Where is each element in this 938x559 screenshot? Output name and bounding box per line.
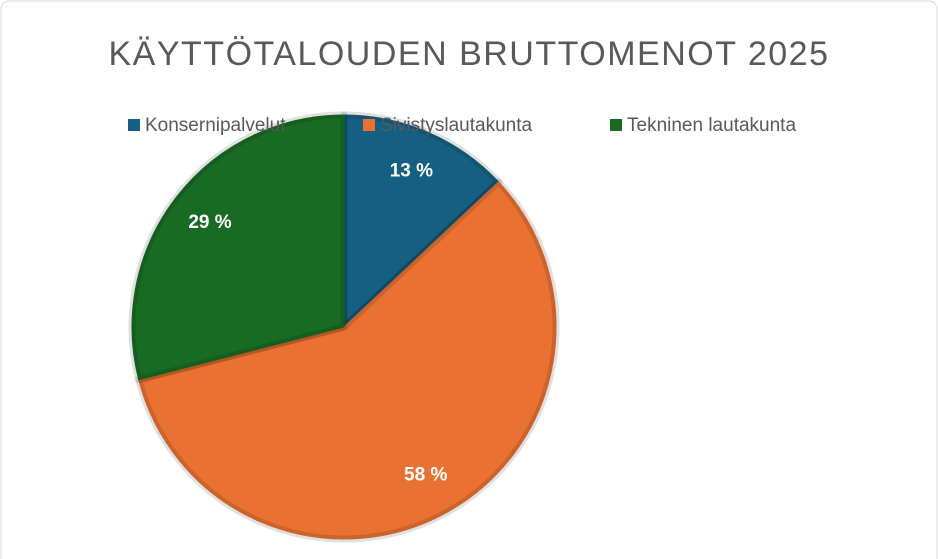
pie-slice	[138, 181, 557, 540]
data-label: 58 %	[404, 465, 447, 486]
legend-swatch	[610, 119, 622, 131]
legend-swatch	[363, 119, 375, 131]
pie-slice-edge	[340, 111, 503, 331]
chart-title: KÄYTTÖTALOUDEN BRUTTOMENOT 2025	[109, 35, 830, 73]
pie-slice	[343, 114, 500, 329]
legend-label: Konsernipalvelut	[145, 115, 286, 136]
data-label: 29 %	[188, 212, 231, 233]
pie-slice-edge	[135, 178, 560, 543]
legend-label: Tekninen lautakunta	[627, 115, 796, 136]
data-label: 13 %	[390, 160, 433, 181]
pie-slice-edge	[128, 111, 348, 384]
pie-slice	[131, 114, 345, 381]
legend-swatch	[128, 119, 140, 131]
legend-label: Sivistyslautakunta	[380, 115, 533, 136]
